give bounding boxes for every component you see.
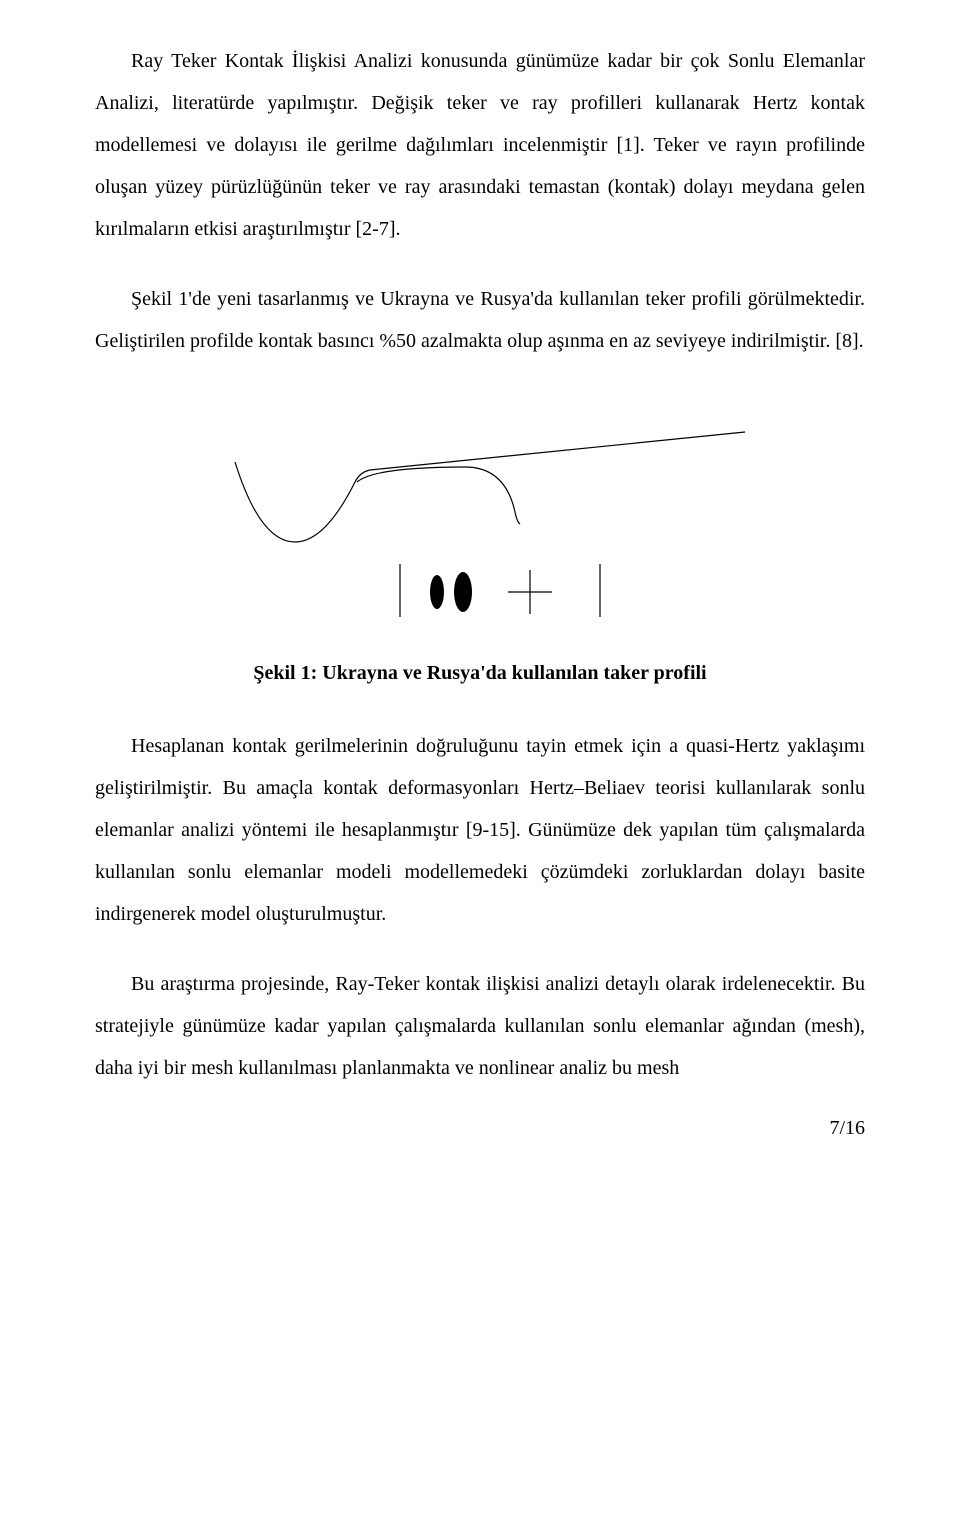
profile-curve-upper [235, 432, 745, 542]
paragraph-4: Bu araştırma projesinde, Ray-Teker konta… [95, 963, 865, 1089]
page-number: 7/16 [95, 1117, 865, 1140]
paragraph-2: Şekil 1'de yeni tasarlanmış ve Ukrayna v… [95, 278, 865, 362]
contact-ellipse-1 [430, 575, 444, 609]
figure-1-svg [205, 392, 755, 642]
contact-ellipse-2 [454, 572, 472, 612]
profile-curve-lower [357, 467, 520, 524]
figure-1-caption: Şekil 1: Ukrayna ve Rusya'da kullanılan … [95, 662, 865, 685]
paragraph-3: Hesaplanan kontak gerilmelerinin doğrulu… [95, 725, 865, 935]
figure-1: Şekil 1: Ukrayna ve Rusya'da kullanılan … [95, 392, 865, 685]
paragraph-1: Ray Teker Kontak İlişkisi Analizi konusu… [95, 40, 865, 250]
